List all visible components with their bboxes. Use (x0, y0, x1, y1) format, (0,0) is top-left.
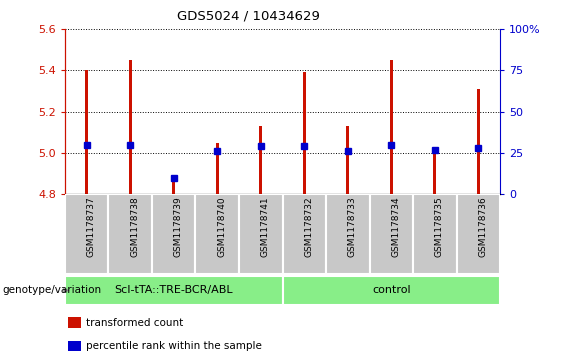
Bar (195, 194, 239, 274)
Bar (152, 194, 195, 274)
Text: genotype/variation: genotype/variation (3, 285, 102, 295)
Bar (68, 317, 81, 328)
Bar (346, 126, 349, 194)
Bar (216, 143, 219, 194)
Polygon shape (63, 288, 70, 293)
Text: GSM1178735: GSM1178735 (435, 197, 444, 257)
Text: GSM1178738: GSM1178738 (131, 197, 139, 257)
Bar (129, 60, 132, 194)
Bar (282, 194, 326, 274)
Bar (65, 194, 108, 274)
Text: GSM1178732: GSM1178732 (304, 197, 313, 257)
Text: GSM1178737: GSM1178737 (87, 197, 95, 257)
Bar (85, 70, 88, 194)
Bar (477, 89, 480, 194)
Text: GSM1178739: GSM1178739 (174, 197, 182, 257)
Bar (413, 194, 457, 274)
Text: GSM1178733: GSM1178733 (347, 197, 357, 257)
Bar (65, 276, 282, 305)
Text: ScI-tTA::TRE-BCR/ABL: ScI-tTA::TRE-BCR/ABL (115, 285, 233, 295)
Bar (433, 149, 436, 194)
Bar (108, 194, 152, 274)
Bar (303, 72, 306, 194)
Bar (172, 180, 175, 194)
Text: GSM1178741: GSM1178741 (261, 197, 270, 257)
Bar (457, 194, 500, 274)
Bar (259, 126, 262, 194)
Text: percentile rank within the sample: percentile rank within the sample (86, 341, 262, 351)
Bar (68, 341, 81, 351)
Text: GDS5024 / 10434629: GDS5024 / 10434629 (177, 9, 320, 22)
Bar (390, 60, 393, 194)
Bar (282, 276, 500, 305)
Bar (370, 194, 413, 274)
Text: GSM1178734: GSM1178734 (391, 197, 400, 257)
Bar (239, 194, 282, 274)
Text: GSM1178740: GSM1178740 (217, 197, 226, 257)
Text: transformed count: transformed count (86, 318, 184, 327)
Text: GSM1178736: GSM1178736 (478, 197, 487, 257)
Text: control: control (372, 285, 411, 295)
Bar (326, 194, 370, 274)
